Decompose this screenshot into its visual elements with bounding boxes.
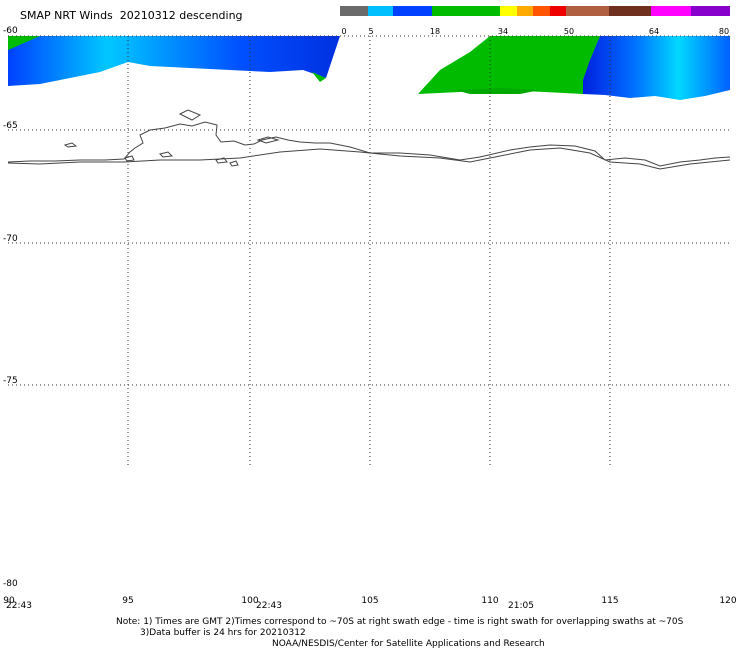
lat-label-80: -80 [3,579,18,589]
colorbar-segment [432,6,500,16]
swath-time-3: 21:05 [508,601,534,611]
graticule [8,35,730,465]
swath-time-2: 22:43 [256,601,282,611]
right-swath [583,36,730,100]
colorbar-segment [651,6,691,16]
lon-label-110: 110 [481,596,499,606]
lat-label-60: -60 [3,26,18,36]
colorbar-segment [533,6,550,16]
colorbar-label: 5 [368,27,374,36]
colorbar-label: 80 [718,27,730,36]
lon-label-90: 90 [3,596,15,606]
swath-time-1: 22:43 [6,601,32,611]
colorbar-segment [516,6,533,16]
left-swath [8,36,340,86]
colorbar-label: 0 [341,27,347,36]
wind-speed-colorbar: 0 5 18 34 50 64 80 [340,6,730,36]
note-line-2: 3)Data buffer is 24 hrs for 20210312 [140,628,306,638]
middle-swath [418,36,600,94]
colorbar-segment [500,6,517,16]
lon-label-100: 100 [241,596,259,606]
colorbar-segment [690,6,730,16]
lon-label-115: 115 [601,596,619,606]
lat-label-65: -65 [3,121,18,131]
lon-label-105: 105 [361,596,379,606]
lat-label-70: -70 [3,234,18,244]
colorbar-segment [340,6,368,16]
colorbar-segment [392,6,432,16]
map-title: SMAP NRT Winds 20210312 descending [20,9,243,22]
colorbar-segment [549,6,566,16]
coastline [7,109,731,170]
credit-line: NOAA/NESDIS/Center for Satellite Applica… [272,639,545,649]
note-line-1: Note: 1) Times are GMT 2)Times correspon… [116,617,684,627]
lat-label-75: -75 [3,376,18,386]
lon-label-95: 95 [122,596,134,606]
colorbar-label: 34 [497,27,509,36]
colorbar-segment [566,6,609,16]
colorbar-segment [368,6,393,16]
colorbar-label: 18 [429,27,441,36]
colorbar-label: 50 [563,27,575,36]
lon-label-120: 120 [719,596,737,606]
colorbar-segment [608,6,651,16]
colorbar-label: 64 [648,27,660,36]
